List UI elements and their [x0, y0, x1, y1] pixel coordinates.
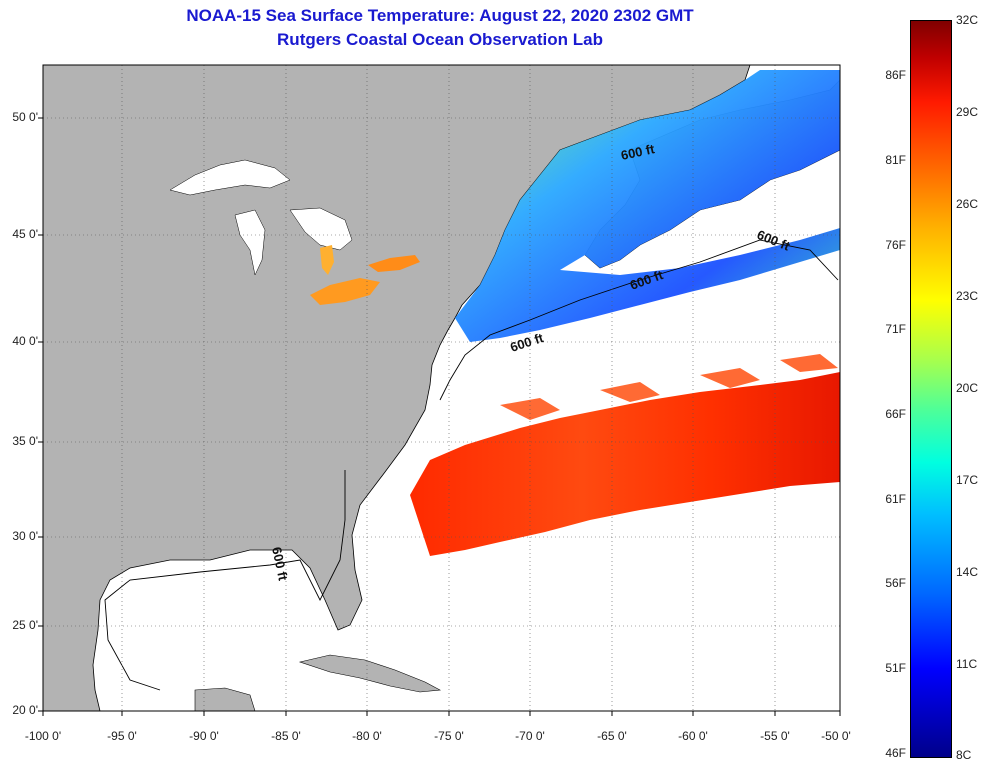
lat-label: 20 0' [12, 703, 38, 717]
contour-label: 600 ft [620, 141, 657, 163]
colorbar-celsius-label: 11C [956, 657, 978, 671]
lat-label: 25 0' [12, 618, 38, 632]
map-title: NOAA-15 Sea Surface Temperature: August … [186, 6, 694, 25]
colorbar-fahrenheit-label: 66F [885, 407, 906, 421]
colorbar-fahrenheit-label: 86F [885, 68, 906, 82]
lon-label: -100 0' [24, 729, 62, 743]
lat-label: 35 0' [12, 434, 38, 448]
lon-label: -95 0' [107, 729, 137, 743]
lat-label: 40 0' [12, 334, 38, 348]
colorbar-fahrenheit-label: 76F [885, 238, 906, 252]
contour-label: 600 ft [269, 546, 291, 583]
lake-michigan-warm [320, 245, 334, 275]
temperature-colorbar [910, 20, 952, 758]
lon-label: -50 0' [821, 729, 851, 743]
warm-eddies [500, 354, 838, 420]
map-subtitle: Rutgers Coastal Ocean Observation Lab [277, 30, 603, 49]
colorbar-fahrenheit-label: 51F [885, 661, 906, 675]
axis-ticks [38, 117, 841, 716]
lon-label: -75 0' [434, 729, 464, 743]
lat-label: 50 0' [12, 110, 38, 124]
colorbar-celsius-label: 17C [956, 473, 979, 487]
colorbar-celsius-label: 32C [956, 13, 979, 27]
isobath-contour [439, 239, 839, 401]
isobath-contour-gulf [104, 470, 346, 691]
colorbar-fahrenheit-label: 56F [885, 576, 906, 590]
lake-ontario-warm [368, 255, 420, 272]
gulf-stream-warm-water [410, 372, 840, 556]
yucatan-land [194, 687, 256, 711]
lon-label: -85 0' [271, 729, 301, 743]
cold-shelf-water [455, 70, 840, 342]
lon-label: -55 0' [760, 729, 790, 743]
lon-label: -90 0' [189, 729, 219, 743]
colorbar-celsius-label: 8C [956, 748, 972, 762]
colorbar-fahrenheit-label: 71F [885, 322, 906, 336]
colorbar-fahrenheit-label: 81F [885, 153, 906, 167]
lake-superior [169, 159, 291, 196]
lon-label: -65 0' [597, 729, 627, 743]
colorbar-fahrenheit-label: 61F [885, 492, 906, 506]
lon-label: -70 0' [515, 729, 545, 743]
colorbar-celsius-label: 26C [956, 197, 979, 211]
cuba-land [298, 654, 442, 693]
lon-label: -80 0' [352, 729, 382, 743]
lat-label: 45 0' [12, 227, 38, 241]
colorbar-celsius-label: 20C [956, 381, 979, 395]
colorbar-celsius-label: 29C [956, 105, 979, 119]
lat-label: 30 0' [12, 529, 38, 543]
map-frame [42, 64, 841, 712]
colorbar-fahrenheit-label: 46F [885, 746, 906, 760]
lake-erie-warm [310, 278, 380, 305]
colorbar-celsius-label: 23C [956, 289, 979, 303]
colorbar-celsius-label: 14C [956, 565, 979, 579]
lake-michigan-huron [234, 207, 353, 276]
lon-label: -60 0' [678, 729, 708, 743]
